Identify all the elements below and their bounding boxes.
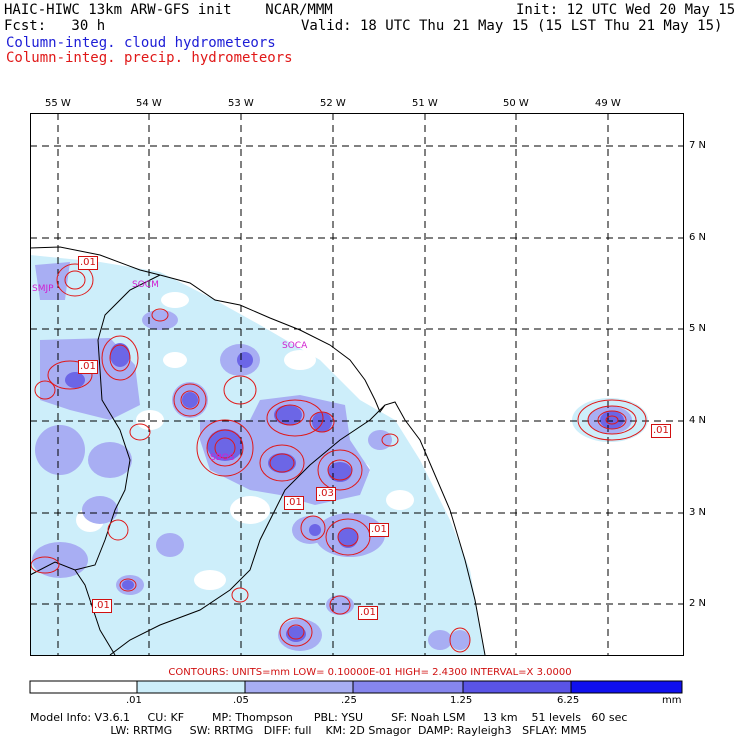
contour-value-label: .01 — [358, 606, 378, 620]
lat-label: 2 N — [689, 598, 707, 609]
colorbar-bin — [136, 680, 246, 694]
contour-value-label: .01 — [369, 523, 389, 537]
colorbar-bin — [462, 680, 572, 694]
lon-label: 51 W — [412, 98, 438, 109]
precip-contours — [30, 263, 647, 653]
lon-label: 49 W — [595, 98, 621, 109]
contour-value-label: .01 — [78, 256, 98, 270]
colorbar-tick: .05 — [233, 695, 249, 706]
colorbar-tick: 6.25 — [557, 695, 580, 706]
graticule — [30, 113, 683, 655]
site-label-soca: SOCA — [282, 341, 308, 351]
colorbar-bin — [352, 680, 464, 694]
lon-label: 52 W — [320, 98, 346, 109]
colorbar-tick: .01 — [126, 695, 142, 706]
site-label-smjp: SMJP — [32, 284, 54, 294]
contour-value-label: .03 — [316, 487, 336, 501]
colorbar-tick: .25 — [341, 695, 357, 706]
site-label-socm: SOCM — [132, 280, 159, 290]
lon-label: 55 W — [45, 98, 71, 109]
coastline — [30, 246, 486, 655]
lat-label: 5 N — [689, 323, 707, 334]
map-frame — [30, 113, 684, 656]
legend-precip: Column-integ. precip. hydrometeors — [6, 50, 293, 66]
lat-label: 6 N — [689, 232, 707, 243]
contour-value-label: .01 — [284, 496, 304, 510]
lat-label: 4 N — [689, 415, 707, 426]
colorbar-bin — [244, 680, 354, 694]
lon-label: 50 W — [503, 98, 529, 109]
model-info-line2: LW: RRTMG SW: RRTMG DIFF: full KM: 2D Sm… — [30, 724, 587, 737]
colorbar-units: mm — [662, 695, 682, 706]
forecast-hour: Fcst: 30 h — [4, 18, 106, 34]
colorbar-bin — [29, 680, 138, 694]
contour-value-label: .01 — [78, 360, 98, 374]
legend-cloud: Column-integ. cloud hydrometeors — [6, 35, 276, 51]
plot-title: HAIC-HIWC 13km ARW-GFS init NCAR/MMM — [4, 2, 333, 18]
colorbar-tick: 1.25 — [450, 695, 473, 706]
model-info-line1: Model Info: V3.6.1 CU: KF MP: Thompson P… — [30, 711, 628, 724]
contour-value-label: .01 — [651, 424, 671, 438]
contour-info: CONTOURS: UNITS=mm LOW= 0.10000E-01 HIGH… — [168, 667, 572, 678]
init-time: Init: 12 UTC Wed 20 May 15 — [516, 2, 736, 18]
lon-label: 53 W — [228, 98, 254, 109]
valid-time: Valid: 18 UTC Thu 21 May 15 (15 LST Thu … — [301, 18, 723, 34]
lon-label: 54 W — [136, 98, 162, 109]
lat-label: 7 N — [689, 140, 707, 151]
site-label-sbos: SBOS — [210, 453, 235, 463]
contour-value-label: .01 — [92, 599, 112, 613]
colorbar-bin — [570, 680, 683, 694]
lat-label: 3 N — [689, 507, 707, 518]
